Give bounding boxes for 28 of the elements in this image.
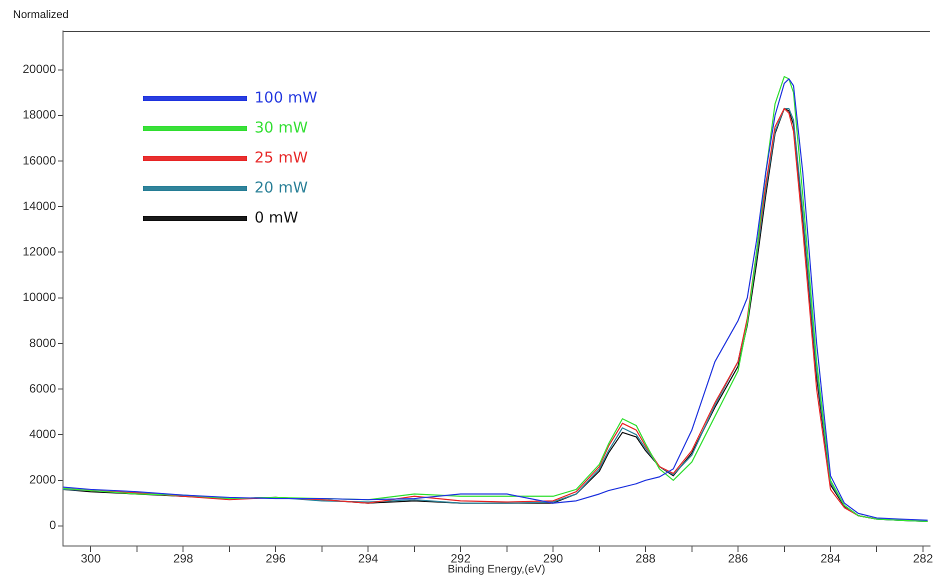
y-axis-title: Normalized xyxy=(13,9,69,21)
y-tick-label: 18000 xyxy=(22,108,56,122)
x-tick-label: 300 xyxy=(80,552,102,566)
text: 30 mW xyxy=(254,118,308,136)
x-tick-label: 290 xyxy=(543,552,564,566)
y-tick-label: 16000 xyxy=(22,153,56,168)
y-tick-label: 20000 xyxy=(22,62,56,76)
text: 25 mW xyxy=(254,148,308,166)
text: 20 mW xyxy=(254,178,308,196)
y-tick-label: 10000 xyxy=(22,290,56,304)
x-tick-label: 296 xyxy=(266,552,286,566)
y-tick-label: 8000 xyxy=(29,336,56,350)
x-tick-label: 282 xyxy=(912,552,933,566)
y-tick-label: 2000 xyxy=(29,472,56,487)
y-tick-label: 14000 xyxy=(22,198,56,213)
y-tick-label: 0 xyxy=(49,518,56,532)
x-axis-title: Binding Energy,(eV) xyxy=(448,563,546,576)
y-tick-label: 12000 xyxy=(22,244,56,259)
y-tick-label: 6000 xyxy=(29,381,56,396)
x-tick-label: 294 xyxy=(358,552,378,566)
x-tick-label: 298 xyxy=(173,552,194,566)
y-tick-label: 4000 xyxy=(29,427,56,442)
x-tick-label: 284 xyxy=(820,552,841,566)
x-tick-label: 286 xyxy=(728,552,748,566)
text: 100 mW xyxy=(254,88,318,106)
x-tick-label: 292 xyxy=(450,552,471,566)
text: 0 mW xyxy=(254,208,298,226)
x-tick-label: 288 xyxy=(636,552,656,566)
